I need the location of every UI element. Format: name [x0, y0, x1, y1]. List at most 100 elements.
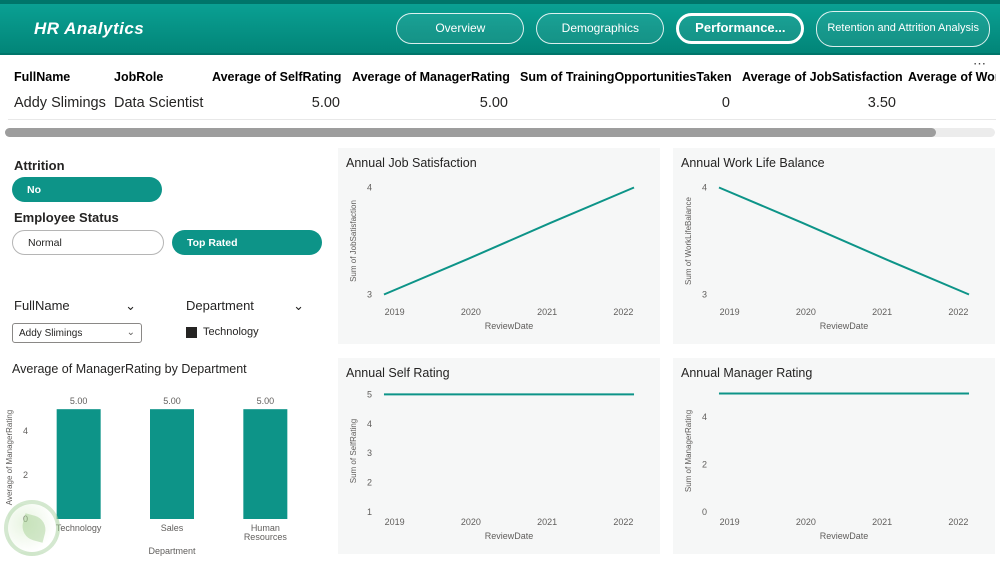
svg-text:2021: 2021: [537, 307, 557, 317]
svg-text:2019: 2019: [720, 517, 740, 527]
attrition-no-button[interactable]: No: [12, 177, 162, 202]
employee-status-normal-button[interactable]: Normal: [12, 230, 164, 255]
cell-avg-selfrating: 5.00: [311, 95, 340, 111]
panel-annual-job-satisfaction: Annual Job Satisfaction 3 4 Sum of JobSati…: [338, 148, 660, 344]
svg-text:ReviewDate: ReviewDate: [820, 321, 869, 331]
chart-title: Annual Work Life Balance: [681, 156, 825, 170]
cell-avg-jobsatisfaction: 3.50: [867, 95, 896, 111]
cell-jobrole: Data Scientist: [114, 95, 204, 111]
svg-text:Sum of ManagerRating: Sum of ManagerRating: [684, 410, 693, 492]
svg-text:2020: 2020: [461, 517, 481, 527]
horizontal-scrollbar[interactable]: [5, 128, 995, 137]
chart-title: Annual Self Rating: [346, 366, 450, 380]
technology-checkbox[interactable]: [186, 326, 197, 338]
svg-text:2021: 2021: [537, 517, 557, 527]
svg-text:2020: 2020: [796, 517, 816, 527]
filter-panel: Attrition No Employee Status Normal Top …: [0, 150, 335, 560]
chart-title: Annual Job Satisfaction: [346, 156, 477, 170]
svg-text:2022: 2022: [613, 307, 633, 317]
app-header: HR Analytics Overview Demographics Perfo…: [0, 0, 1000, 55]
svg-text:1: 1: [367, 507, 372, 517]
svg-text:2: 2: [702, 460, 707, 470]
manager-rating-by-department-chart[interactable]: 024Average of ManagerRatingDepartment5.0…: [2, 382, 322, 557]
cell-sum-training: 0: [721, 95, 730, 111]
svg-text:4: 4: [702, 412, 707, 422]
svg-text:2019: 2019: [720, 307, 740, 317]
svg-text:2020: 2020: [461, 307, 481, 317]
col-fullname[interactable]: FullName: [14, 70, 71, 84]
svg-text:ReviewDate: ReviewDate: [485, 321, 534, 331]
svg-text:2022: 2022: [948, 517, 968, 527]
svg-text:4: 4: [702, 182, 707, 192]
svg-text:Sales: Sales: [161, 523, 184, 533]
fullname-slicer-header[interactable]: FullName ⌄: [14, 298, 136, 313]
svg-text:Department: Department: [148, 546, 196, 556]
col-avg-managerrating[interactable]: Average of ManagerRating: [352, 70, 510, 84]
nav-tab-demographics[interactable]: Demographics: [536, 13, 665, 44]
scrollbar-thumb[interactable]: [5, 128, 936, 137]
svg-text:4: 4: [23, 426, 28, 436]
chart-title: Annual Manager Rating: [681, 366, 813, 380]
annual-self-rating-chart[interactable]: 1 2 3 4 5 Sum of SelfRating ReviewDate 2019 2020…: [346, 382, 652, 542]
svg-text:3: 3: [367, 448, 372, 458]
col-jobrole[interactable]: JobRole: [114, 70, 164, 84]
bar-chart-title: Average of ManagerRating by Department: [12, 362, 247, 376]
svg-text:0: 0: [702, 507, 707, 517]
svg-text:5.00: 5.00: [70, 396, 88, 406]
svg-text:ReviewDate: ReviewDate: [485, 531, 534, 541]
svg-text:Sum of SelfRating: Sum of SelfRating: [349, 419, 358, 483]
cell-fullname: Addy Slimings: [14, 95, 106, 111]
svg-text:5.00: 5.00: [257, 396, 275, 406]
more-options-icon[interactable]: ⋯: [973, 56, 988, 71]
page-nav: Overview Demographics Performance... Ret…: [396, 4, 990, 53]
svg-text:4: 4: [367, 182, 372, 192]
summary-table: FullName JobRole Average of SelfRating A…: [8, 66, 996, 120]
watermark-logo: [4, 500, 60, 556]
department-option-technology[interactable]: Technology: [186, 326, 259, 338]
svg-text:2021: 2021: [872, 517, 892, 527]
panel-annual-self-rating: Annual Self Rating 1 2 3 4 5 Sum of SelfRatin…: [338, 358, 660, 554]
svg-text:Sum of JobSatisfaction: Sum of JobSatisfaction: [349, 200, 358, 282]
cell-avg-managerrating: 5.00: [479, 95, 508, 111]
panel-annual-work-life-balance: Annual Work Life Balance 3 4 Sum of WorkLi…: [673, 148, 995, 344]
annual-job-satisfaction-chart[interactable]: 3 4 Sum of JobSatisfaction ReviewDate 2019 20…: [346, 172, 652, 332]
nav-tab-performance[interactable]: Performance...: [676, 13, 805, 44]
panel-annual-manager-rating: Annual Manager Rating 0 2 4 Sum of ManagerR…: [673, 358, 995, 554]
annual-work-life-balance-chart[interactable]: 3 4 Sum of WorkLifeBalance ReviewDate 2019 20…: [681, 172, 987, 332]
employee-status-top-rated-button[interactable]: Top Rated: [172, 230, 322, 255]
svg-text:2021: 2021: [872, 307, 892, 317]
chevron-down-icon[interactable]: ⌄: [125, 298, 136, 313]
department-slicer-header[interactable]: Department ⌄: [186, 298, 304, 313]
chevron-down-icon[interactable]: ⌄: [293, 298, 304, 313]
department-slicer-label: Department: [186, 298, 254, 313]
col-avg-worklife[interactable]: Average of Wor: [908, 70, 996, 84]
svg-text:Sum of WorkLifeBalance: Sum of WorkLifeBalance: [684, 197, 693, 285]
svg-text:Technology: Technology: [56, 523, 102, 533]
nav-tab-overview[interactable]: Overview: [396, 13, 525, 44]
svg-text:3: 3: [367, 290, 372, 300]
col-avg-selfrating[interactable]: Average of SelfRating: [212, 70, 342, 84]
svg-text:Average of ManagerRating: Average of ManagerRating: [5, 410, 14, 505]
fullname-select[interactable]: Addy Slimings ⌄: [12, 323, 142, 343]
svg-text:2: 2: [367, 478, 372, 488]
svg-text:2020: 2020: [796, 307, 816, 317]
col-avg-jobsatisfaction[interactable]: Average of JobSatisfaction: [742, 70, 902, 84]
annual-manager-rating-chart[interactable]: 0 2 4 Sum of ManagerRating ReviewDate 2019 202…: [681, 382, 987, 542]
app-title: HR Analytics: [34, 18, 145, 38]
fullname-select-value: Addy Slimings: [19, 327, 83, 339]
nav-tab-retention-attrition[interactable]: Retention and Attrition Analysis: [816, 10, 990, 47]
svg-text:Resources: Resources: [244, 532, 288, 542]
table-row[interactable]: Addy Slimings Data Scientist 5.00 5.00 0…: [8, 91, 996, 120]
svg-text:2019: 2019: [385, 517, 405, 527]
svg-text:5: 5: [367, 389, 372, 399]
svg-text:2022: 2022: [613, 517, 633, 527]
attrition-label: Attrition: [14, 158, 65, 173]
svg-text:3: 3: [702, 290, 707, 300]
col-sum-training[interactable]: Sum of TrainingOpportunitiesTaken: [520, 70, 732, 84]
technology-label: Technology: [203, 326, 259, 338]
employee-status-label: Employee Status: [14, 210, 119, 225]
svg-text:2019: 2019: [385, 307, 405, 317]
fullname-slicer-label: FullName: [14, 298, 70, 313]
cell-avg-worklife: [902, 95, 996, 111]
